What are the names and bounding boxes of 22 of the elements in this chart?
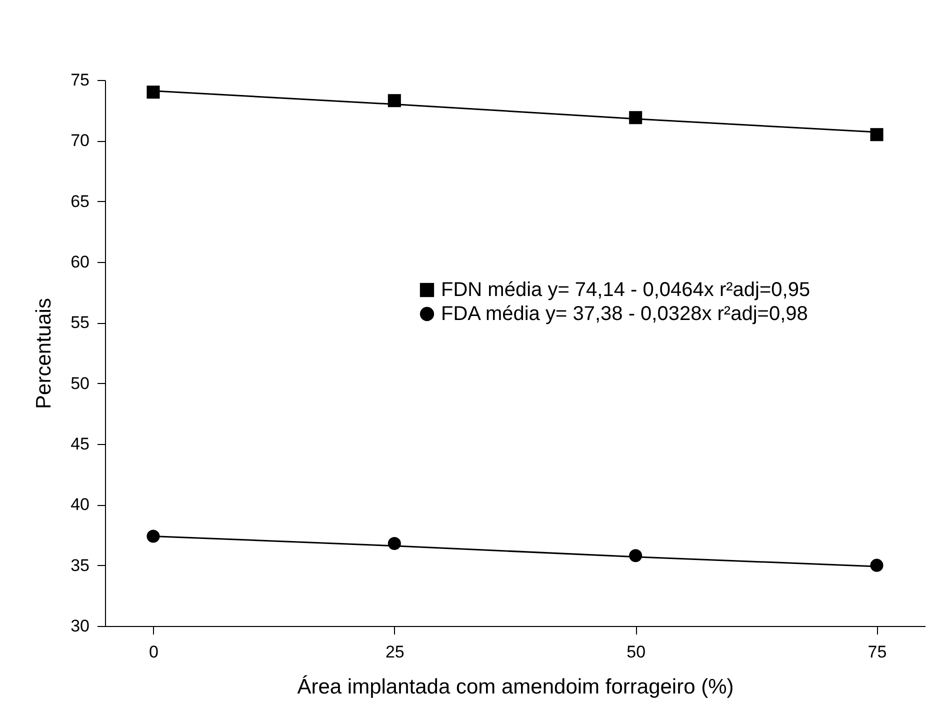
legend-label: FDA média y= 37,38 - 0,0328x r²adj=0,98 (441, 303, 808, 325)
y-tick-label: 35 (70, 556, 90, 575)
point (146, 530, 160, 543)
x-tick-label: 25 (385, 642, 404, 662)
x-axis-title: Área implantada com amendoim forrageiro (%) (297, 674, 734, 698)
point (870, 558, 884, 572)
legend-label: FDN média y= 74,14 - 0,0464x r²adj=0,95 (441, 279, 810, 301)
x-tick-label: 75 (868, 642, 887, 662)
y-tick-label: 55 (70, 313, 90, 332)
y-axis-title: Percentuais (32, 298, 56, 409)
x-tick-label: 50 (626, 642, 646, 662)
point (870, 128, 884, 142)
y-tick-label: 60 (70, 252, 90, 272)
y-tick-label: 70 (70, 131, 90, 150)
x-tick-label: 0 (149, 642, 158, 662)
y-tick-label: 65 (70, 192, 90, 211)
y-tick-label: 30 (70, 616, 90, 636)
y-tick-label: 40 (70, 495, 90, 514)
y-tick-label: 50 (70, 374, 90, 393)
point (146, 86, 160, 99)
y-tick-label: 45 (70, 434, 90, 454)
y-tick-label: 75 (70, 70, 90, 90)
